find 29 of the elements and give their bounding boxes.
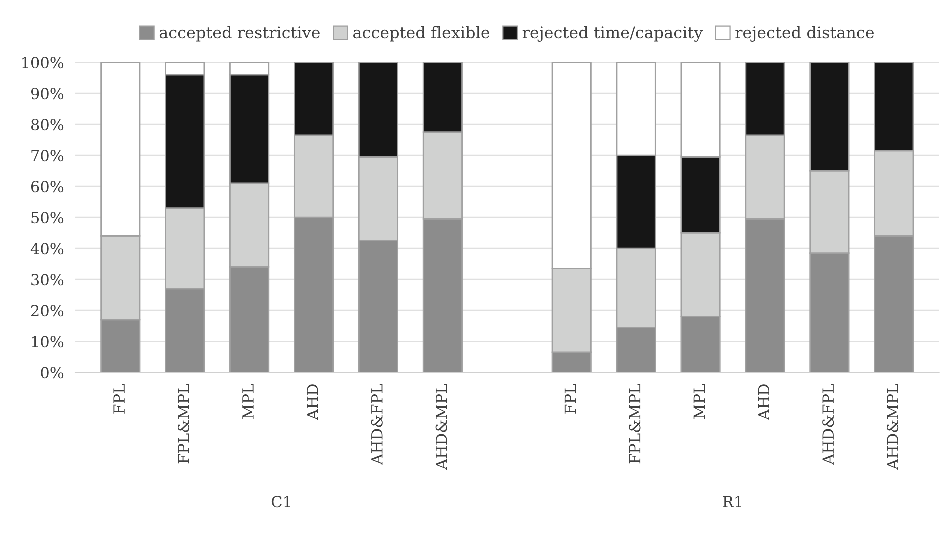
text: C1 [272, 496, 290, 508]
x-tick-label: MPL [694, 384, 705, 420]
x-tick-label: FPL [114, 384, 125, 414]
y-tick-label: 90% [31, 88, 64, 100]
x-tick-label: MPL [242, 384, 254, 420]
y-tick-label: 0% [41, 367, 64, 379]
x-tick-label: AHD&MPL [887, 384, 899, 470]
x-tick-label: FPL&MPL [629, 384, 641, 464]
y-tick-label: 10% [32, 336, 64, 348]
x-tick-label: FPL&MPL [178, 384, 190, 464]
x-tick-label: AHD [758, 384, 770, 420]
x-tick-label: FPL [564, 384, 576, 414]
x-tick-label: AHD&MPL [436, 384, 448, 470]
y-tick-label: 20% [31, 305, 64, 317]
x-tick-label: AHD&FPL [822, 384, 834, 466]
y-tick-label: 50% [32, 212, 64, 224]
text: R1 [723, 496, 742, 508]
x-tick-label: AHD&FPL [371, 384, 383, 466]
y-tick-label: 30% [32, 274, 64, 286]
y-tick-label: 40% [30, 243, 64, 255]
y-tick-label: 100% [22, 57, 64, 69]
y-tick-label: 80% [31, 119, 64, 131]
legend-label: rejected distance [736, 26, 874, 42]
legend-label: rejected time/capacity [522, 26, 704, 42]
y-tick-label: 60% [31, 181, 64, 193]
legend-label: accepted restrictive [160, 26, 320, 42]
x-tick-label: AHD [307, 384, 318, 420]
legend-label: accepted flexible [354, 26, 490, 42]
y-tick-label: 70% [32, 150, 64, 162]
